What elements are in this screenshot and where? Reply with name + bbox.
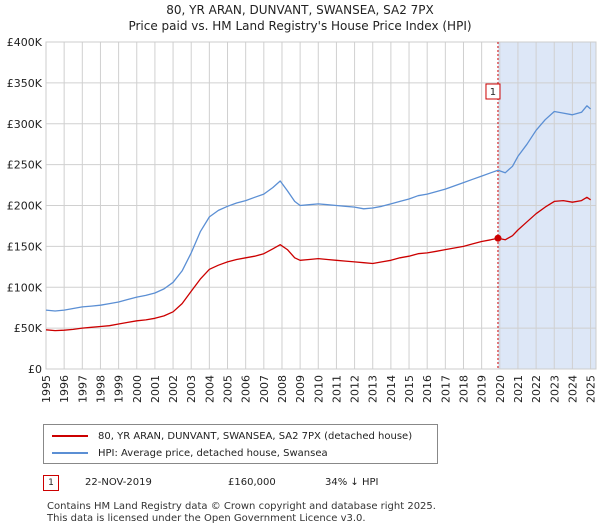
y-tick-label: £300K [7,118,43,131]
x-tick-label: 2009 [294,375,307,403]
sale-label-text: 1 [490,87,496,98]
y-tick-label: £200K [7,200,43,213]
y-tick-label: £100K [7,281,43,294]
x-tick-label: 2003 [185,375,198,403]
x-tick-label: 2016 [421,375,434,403]
x-tick-label: 2012 [349,375,362,403]
legend-swatch-property [52,435,88,437]
sale-point [494,234,502,242]
legend-item-property: 80, YR ARAN, DUNVANT, SWANSEA, SA2 7PX (… [52,428,412,444]
y-tick-label: £150K [7,240,43,253]
x-tick-label: 2018 [457,375,470,403]
legend-swatch-hpi [52,452,88,454]
plot-border [45,41,597,370]
x-tick-label: 2015 [403,375,416,403]
hpi-series-line [45,105,592,312]
chart-subtitle: Price paid vs. HM Land Registry's House … [128,19,472,33]
x-tick-label: 2023 [548,375,561,403]
footer: Contains HM Land Registry data © Crown c… [47,501,436,525]
sale-delta: 34% ↓ HPI [325,477,379,488]
x-tick-label: 2005 [222,375,235,403]
x-tick-label: 2022 [530,375,543,403]
sale-badge: 1 [43,475,59,491]
x-tick-label: 2004 [203,375,216,403]
x-tick-label: 1996 [58,375,71,403]
property-series-line [45,196,591,332]
y-tick-label: £350K [7,77,43,90]
x-tick-label: 2011 [330,375,343,403]
x-tick-label: 1998 [94,375,107,403]
y-tick-label: £0 [28,363,42,376]
legend-label-hpi: HPI: Average price, detached house, Swan… [98,447,328,459]
x-tick-label: 2020 [494,375,507,403]
sale-price: £160,000 [228,477,276,488]
x-tick-label: 2014 [385,375,398,403]
x-tick-label: 2021 [512,375,525,403]
y-tick-label: £400K [7,36,43,49]
footer-line2: This data is licensed under the Open Gov… [47,513,366,524]
x-tick-label: 2006 [240,375,253,403]
x-tick-label: 2001 [149,375,162,403]
x-tick-label: 2024 [566,375,579,403]
chart-title: 80, YR ARAN, DUNVANT, SWANSEA, SA2 7PX [166,3,434,17]
legend-item-hpi: HPI: Average price, detached house, Swan… [52,445,328,461]
x-tick-label: 2008 [276,375,289,403]
price-chart: £0 £50K £100K £150K £200K £250K £300K £350K £400… [7,36,598,403]
footer-line1: Contains HM Land Registry data © Crown c… [47,501,436,512]
x-tick-label: 2002 [167,375,180,403]
x-tick-label: 1995 [40,375,53,403]
legend: 80, YR ARAN, DUNVANT, SWANSEA, SA2 7PX (… [43,424,438,464]
x-tick-label: 2025 [585,375,598,403]
y-tick-label: £50K [14,322,43,335]
legend-label-property: 80, YR ARAN, DUNVANT, SWANSEA, SA2 7PX (… [98,430,413,442]
x-tick-label: 1997 [76,375,89,403]
x-tick-label: 1999 [113,375,126,403]
sale-date: 22-NOV-2019 [85,477,152,488]
x-tick-label: 2013 [367,375,380,403]
sale-row: 1 22-NOV-2019 £160,000 34% ↓ HPI [43,475,543,491]
x-tick-label: 2019 [476,375,489,403]
x-tick-label: 2000 [131,375,144,403]
x-tick-label: 2010 [312,375,325,403]
x-tick-label: 2017 [439,375,452,403]
x-tick-label: 2007 [258,375,271,403]
sale-label-box [485,83,501,100]
y-tick-label: £250K [7,159,43,172]
